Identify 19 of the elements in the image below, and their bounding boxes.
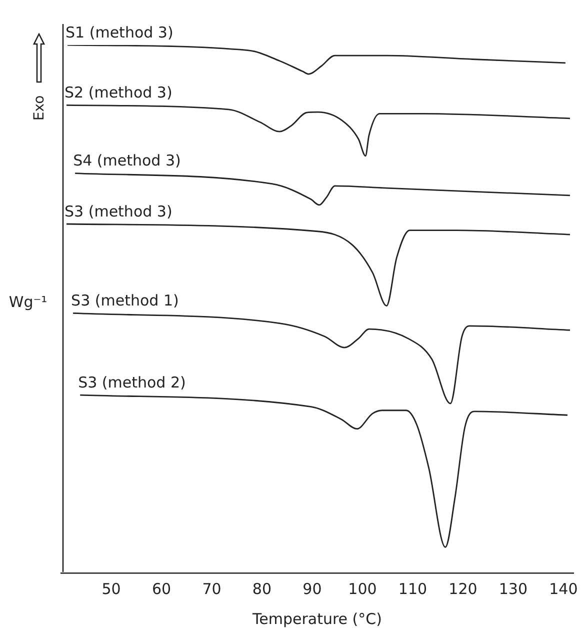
x-tick-label: 110 (398, 580, 428, 598)
x-tick-label: 100 (348, 580, 377, 598)
x-tick-label: 140 (549, 580, 578, 598)
series-label: S1 (method 3) (66, 23, 174, 42)
x-axis-title: Temperature (°C) (252, 610, 382, 628)
series-label: S3 (method 3) (64, 202, 172, 220)
x-tick-label: 130 (498, 580, 528, 598)
text: Exo (32, 95, 48, 121)
x-tick-label: 60 (152, 580, 172, 598)
x-tick-label: 80 (252, 580, 272, 598)
y-axis-title: Wg⁻¹ (8, 292, 48, 311)
x-tick-label: 70 (202, 580, 222, 598)
series-label: S3 (method 2) (78, 373, 186, 392)
series-label: S2 (method 3) (64, 84, 172, 102)
series-label: S4 (method 3) (73, 152, 181, 170)
x-tick-label: 120 (448, 580, 478, 598)
x-tick-label: 50 (102, 580, 121, 598)
x-tick-label: 90 (302, 580, 322, 598)
series-label: S3 (method 1) (71, 292, 179, 310)
